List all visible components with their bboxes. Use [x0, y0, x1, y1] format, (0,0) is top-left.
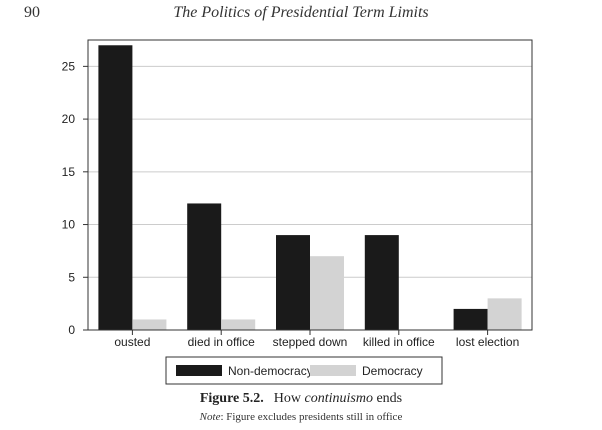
bar-ousted-non-democracy [98, 45, 133, 330]
y-tick-label-5: 5 [68, 270, 75, 284]
x-tick-label-killed-in-office: killed in office [363, 335, 435, 349]
bar-lost-election-democracy [487, 298, 522, 330]
bar-stepped-down-democracy [310, 256, 344, 330]
legend: Non-democracy Democracy [165, 356, 443, 385]
y-axis-ticks: 0 5 10 15 20 25 [62, 59, 88, 337]
bar-died-in-office-non-democracy [187, 203, 222, 330]
caption-text-italic: continuismo [304, 391, 373, 406]
legend-swatch-non-democracy [176, 365, 222, 376]
x-tick-label-died-in-office: died in office [188, 335, 255, 349]
legend-swatch-democracy [310, 365, 356, 376]
page-header: 90 The Politics of Presidential Term Lim… [0, 0, 602, 30]
y-tick-label-15: 15 [62, 165, 76, 179]
note-label: Note [199, 411, 221, 423]
x-tick-label-stepped-down: stepped down [273, 335, 348, 349]
bar-lost-election-non-democracy [453, 308, 488, 330]
bar-stepped-down-non-democracy [276, 235, 310, 330]
bar-ousted-democracy [132, 319, 167, 330]
bar-chart: 0 5 10 15 20 25 ousted died in office stepped d… [62, 39, 533, 385]
x-tick-label-lost-election: lost election [456, 335, 519, 349]
x-tick-label-ousted: ousted [114, 335, 150, 349]
legend-label-democracy: Democracy [362, 364, 423, 378]
figure-note: Note: Figure excludes presidents still i… [0, 411, 602, 423]
y-tick-label-20: 20 [62, 112, 76, 126]
bars [98, 45, 522, 330]
y-tick-label-25: 25 [62, 59, 76, 73]
y-tick-label-0: 0 [68, 323, 75, 337]
y-tick-label-10: 10 [62, 218, 76, 232]
caption-text-after: ends [372, 391, 403, 406]
bar-killed-in-office-non-democracy [364, 235, 399, 330]
bar-died-in-office-democracy [221, 319, 256, 330]
x-axis-labels: ousted died in office stepped down killed i… [114, 330, 519, 349]
legend-label-non-democracy: Non-democracy [228, 364, 313, 378]
page-number: 90 [24, 4, 40, 21]
caption-text-before: How [273, 391, 305, 406]
note-text: : Figure excludes presidents still in of… [220, 411, 403, 423]
figure-label: Figure 5.2. [199, 391, 264, 406]
running-head: The Politics of Presidential Term Limits [173, 4, 429, 21]
figure-caption: Figure 5.2. How continuismo ends [0, 391, 602, 407]
